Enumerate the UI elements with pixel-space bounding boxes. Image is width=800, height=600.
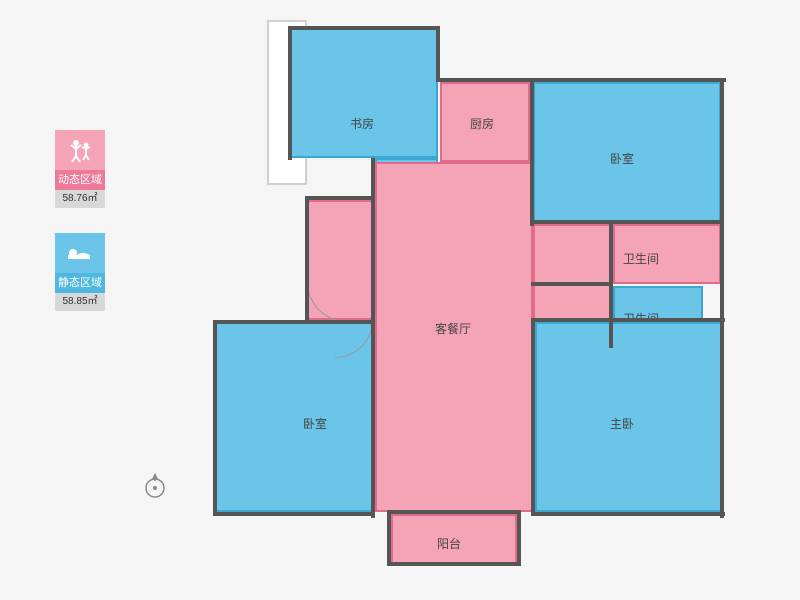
legend-dynamic-value: 58.76㎡ — [55, 190, 105, 208]
room-living3 — [533, 224, 613, 320]
wall-segment — [387, 510, 391, 564]
wall-segment — [436, 26, 440, 82]
wall-segment — [387, 562, 521, 566]
wall-segment — [530, 220, 724, 224]
wall-segment — [213, 320, 373, 324]
people-icon — [55, 130, 105, 170]
wall-segment — [213, 512, 375, 516]
wall-segment — [436, 78, 726, 82]
wall-segment — [531, 318, 725, 322]
wall-segment — [288, 26, 440, 30]
compass-icon — [140, 470, 170, 500]
wall-segment — [213, 320, 217, 516]
sleep-icon — [55, 233, 105, 273]
room-bedroom2 — [533, 82, 721, 224]
wall-segment — [305, 196, 375, 200]
legend-static-label: 静态区域 — [55, 273, 105, 293]
wall-segment — [387, 510, 521, 514]
legend-static: 静态区域 58.85㎡ — [55, 233, 115, 311]
wall-segment — [305, 196, 309, 324]
room-balcony — [391, 514, 517, 564]
wall-segment — [531, 282, 613, 286]
room-bath1 — [613, 224, 721, 284]
legend-dynamic: 动态区域 58.76㎡ — [55, 130, 115, 208]
room-master — [535, 322, 723, 512]
wall-segment — [371, 158, 375, 518]
wall-segment — [530, 78, 534, 226]
floorplan: 书房厨房卧室客餐厅卫生间卫生间卧室主卧阳台 — [215, 20, 745, 580]
wall-segment — [517, 510, 521, 564]
legend-static-value: 58.85㎡ — [55, 293, 105, 311]
room-study — [290, 28, 438, 158]
room-kitchen — [440, 82, 530, 162]
wall-segment — [720, 78, 724, 518]
wall-segment — [531, 318, 535, 516]
legend-dynamic-label: 动态区域 — [55, 170, 105, 190]
wall-segment — [288, 26, 292, 160]
legend-panel: 动态区域 58.76㎡ 静态区域 58.85㎡ — [55, 130, 115, 336]
wall-segment — [531, 512, 725, 516]
room-living — [375, 162, 533, 512]
